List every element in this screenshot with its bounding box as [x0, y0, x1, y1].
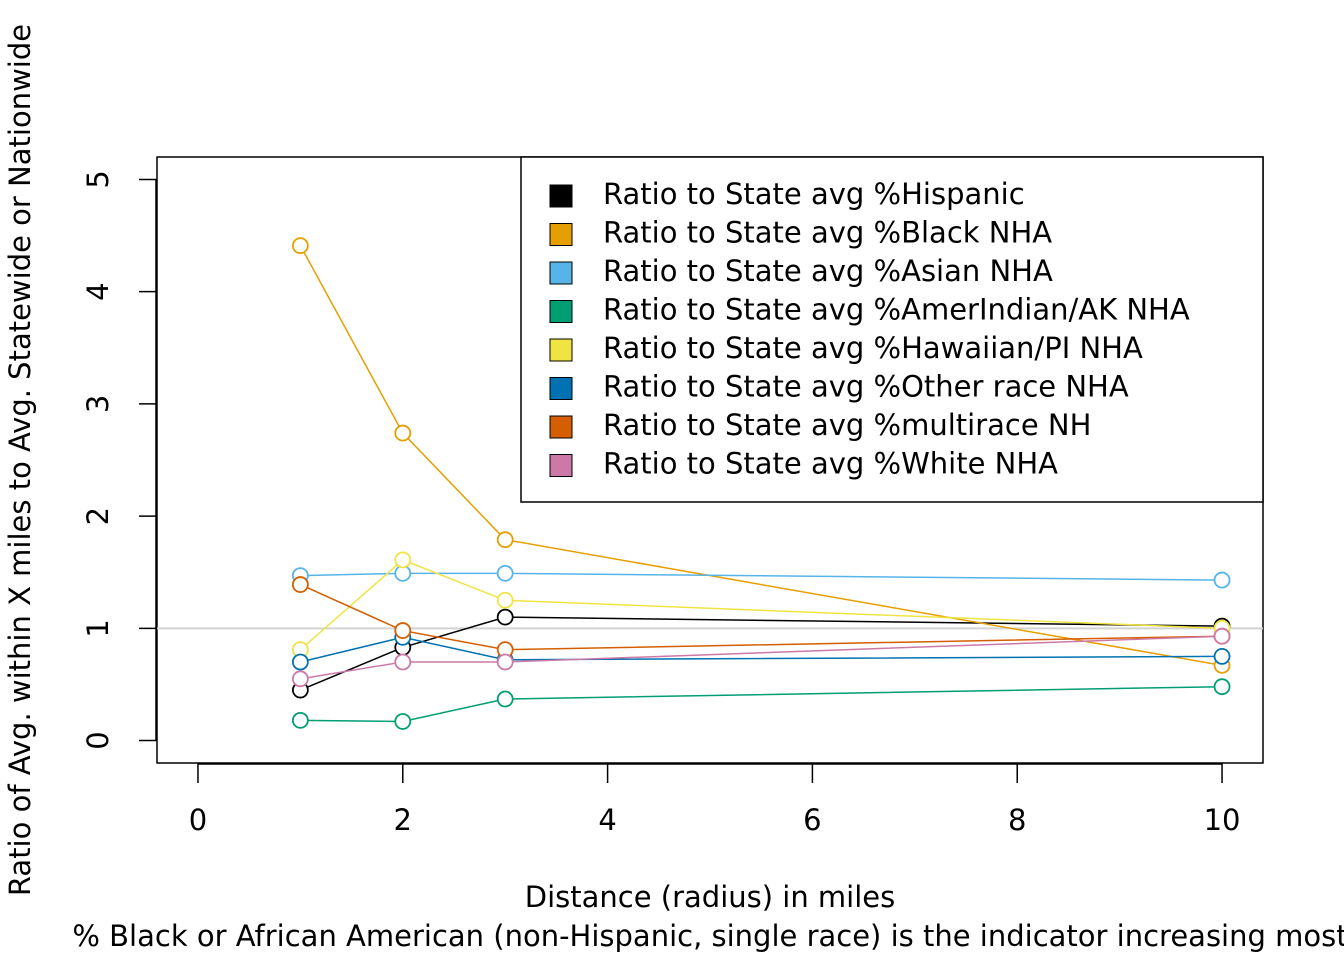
data-point — [394, 713, 412, 730]
data-point — [394, 424, 412, 442]
x-tick-label: 10 — [1204, 803, 1241, 837]
y-axis-label: Ratio of Avg. within X miles to Avg. Sta… — [3, 24, 37, 896]
x-tick-label: 2 — [394, 803, 412, 837]
y-tick-label: 5 — [81, 170, 115, 188]
data-point — [394, 653, 412, 671]
y-tick-label: 1 — [81, 619, 115, 637]
data-point — [1213, 647, 1231, 665]
data-point — [291, 237, 309, 255]
legend-label: Ratio to State avg %multirace NH — [603, 408, 1091, 442]
x-tick-label: 6 — [803, 803, 821, 837]
y-tick-label: 4 — [81, 282, 115, 300]
data-point — [394, 622, 412, 639]
subtitle: % Black or African American (non-Hispani… — [72, 919, 1344, 953]
series-line — [300, 685, 1223, 723]
legend-swatch — [549, 338, 573, 362]
y-tick-label: 2 — [81, 507, 115, 525]
legend-frame — [520, 156, 1264, 503]
x-axis-label: Distance (radius) in miles — [525, 880, 896, 914]
legend-label: Ratio to State avg %Asian NHA — [603, 254, 1053, 288]
data-point — [1213, 627, 1231, 645]
legend-swatch — [549, 184, 573, 208]
legend-swatch — [549, 377, 573, 400]
x-tick-label: 8 — [1008, 803, 1026, 837]
data-point — [496, 591, 514, 609]
legend-label: Ratio to State avg %Other race NHA — [603, 370, 1129, 404]
y-tick-label: 0 — [81, 731, 115, 749]
legend-swatch — [549, 300, 573, 323]
y-tick-label: 3 — [81, 395, 115, 413]
data-point — [496, 531, 514, 549]
legend-label: Ratio to State avg %AmerIndian/AK NHA — [603, 293, 1190, 327]
data-point — [496, 690, 514, 708]
legend-label: Ratio to State avg %Hispanic — [603, 177, 1025, 211]
series-line — [300, 636, 1223, 663]
series-line — [299, 559, 1223, 651]
data-point — [496, 608, 514, 626]
legend-label: Ratio to State avg %Black NHA — [603, 216, 1052, 250]
series-line — [300, 635, 1223, 680]
data-point — [1213, 678, 1231, 696]
series-line — [300, 616, 1223, 691]
x-tick-label: 0 — [189, 803, 207, 837]
data-point — [291, 711, 309, 729]
legend-label: Ratio to State avg %Hawaiian/PI NHA — [603, 331, 1143, 365]
legend-swatch — [549, 415, 573, 439]
series-line — [300, 583, 1223, 651]
data-point — [496, 653, 514, 671]
data-point — [394, 551, 412, 569]
data-point — [291, 670, 309, 688]
legend-swatch — [549, 223, 573, 246]
x-tick-label: 4 — [598, 803, 616, 837]
legend-swatch — [549, 261, 573, 285]
data-point — [496, 564, 514, 582]
legend-swatch — [549, 454, 573, 477]
data-point — [291, 576, 309, 593]
legend-label: Ratio to State avg %White NHA — [603, 447, 1058, 481]
data-point — [291, 653, 309, 671]
series-line — [300, 572, 1223, 581]
series-line — [299, 245, 1223, 667]
data-point — [1213, 571, 1231, 589]
